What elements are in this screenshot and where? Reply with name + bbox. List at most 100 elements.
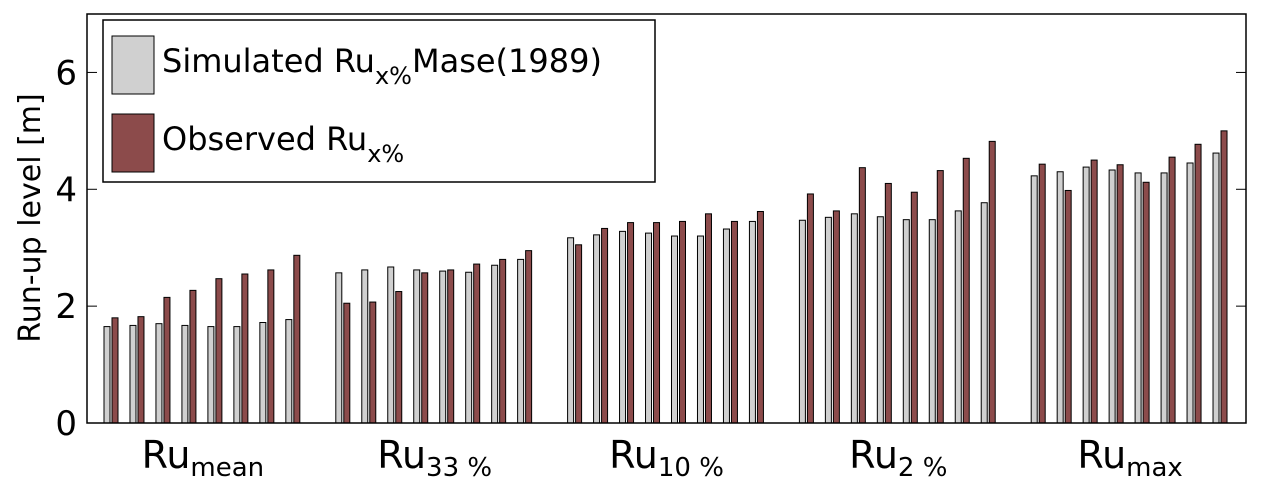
x-tick-label: Rumax: [1077, 433, 1182, 483]
bar: [653, 222, 661, 424]
bar: [293, 254, 301, 424]
bar: [988, 140, 996, 424]
category-base: Ru: [142, 433, 191, 477]
bar: [601, 227, 609, 424]
bar: [1142, 181, 1150, 424]
bar: [575, 244, 583, 424]
bar: [696, 235, 704, 424]
bar: [645, 232, 653, 424]
bar: [473, 263, 481, 424]
bar: [593, 234, 601, 424]
bar: [465, 271, 473, 424]
bar: [980, 202, 988, 424]
bar: [1220, 130, 1228, 424]
bar: [439, 270, 447, 424]
bar: [1134, 172, 1142, 424]
legend-text: Mase(1989): [412, 42, 602, 80]
bar: [421, 272, 429, 424]
bar: [902, 219, 910, 424]
bar: [1090, 159, 1098, 424]
bar: [1108, 169, 1116, 424]
bar: [704, 213, 712, 424]
bar: [267, 269, 275, 424]
bar: [679, 220, 686, 424]
bar: [748, 220, 756, 424]
plot-frame: [86, 13, 1247, 424]
bar: [525, 250, 533, 424]
legend-label: Observed Rux%: [162, 120, 404, 168]
bar: [1194, 143, 1202, 424]
bar: [499, 258, 507, 424]
bar: [369, 301, 377, 424]
bar: [722, 228, 730, 424]
bar: [936, 170, 944, 424]
legend-swatch: [111, 113, 155, 173]
y-tick-label: 2: [55, 287, 77, 327]
bar: [447, 269, 455, 424]
bar: [1064, 189, 1072, 424]
legend-swatch: [111, 35, 155, 95]
category-sub: 2 %: [898, 453, 948, 483]
bar: [207, 326, 215, 424]
bar: [756, 210, 764, 424]
legend-text: Observed Ru: [162, 120, 367, 158]
category-base: Ru: [609, 433, 658, 477]
bar: [517, 258, 525, 424]
legend-text: x%: [375, 62, 412, 90]
bar: [798, 219, 806, 424]
bar: [884, 182, 892, 424]
y-tick-label: 6: [55, 53, 77, 93]
bar: [103, 326, 111, 424]
bar: [1082, 166, 1090, 424]
bar: [241, 273, 249, 424]
bar: [876, 216, 884, 424]
category-base: Ru: [377, 433, 426, 477]
bar: [215, 278, 223, 424]
bar: [233, 326, 241, 424]
legend-text: x%: [367, 140, 404, 168]
bar: [137, 316, 145, 424]
bar: [413, 269, 421, 424]
bar: [567, 237, 575, 424]
bar: [730, 220, 738, 424]
bar: [1116, 164, 1124, 424]
bar: [627, 222, 635, 424]
y-tick-label: 0: [55, 404, 77, 444]
bar: [259, 322, 267, 424]
legend-box: [102, 19, 656, 183]
bar: [858, 167, 866, 424]
bar: [1186, 162, 1194, 424]
bar: [285, 319, 293, 424]
category-sub: max: [1126, 453, 1183, 483]
bar: [806, 193, 814, 424]
bar: [181, 324, 189, 424]
bar: [387, 266, 395, 424]
y-axis-label: Run-up level [m]: [13, 93, 48, 342]
bar: [129, 324, 137, 424]
bar: [619, 230, 627, 424]
x-tick-label: Rumean: [142, 433, 265, 483]
category-base: Ru: [1077, 433, 1126, 477]
bar: [954, 210, 962, 424]
bar: [395, 291, 403, 424]
bar: [163, 296, 171, 424]
category-sub: 10 %: [658, 453, 724, 483]
bar: [671, 235, 678, 424]
bar: [824, 216, 832, 424]
bar: [1212, 152, 1220, 424]
y-tick-label: 4: [55, 170, 77, 210]
x-tick-label: Ru10 %: [609, 433, 724, 483]
category-sub: 33 %: [426, 453, 492, 483]
bar: [910, 191, 918, 424]
bar: [335, 272, 343, 424]
bar: [491, 264, 499, 424]
bar: [928, 219, 936, 424]
category-sub: mean: [190, 453, 264, 483]
legend: Simulated Rux%Mase(1989)Observed Rux%: [102, 19, 656, 183]
bar: [1038, 163, 1046, 424]
bar: [1030, 175, 1038, 424]
bar: [1056, 171, 1064, 424]
category-base: Ru: [849, 433, 898, 477]
bar: [832, 210, 840, 424]
